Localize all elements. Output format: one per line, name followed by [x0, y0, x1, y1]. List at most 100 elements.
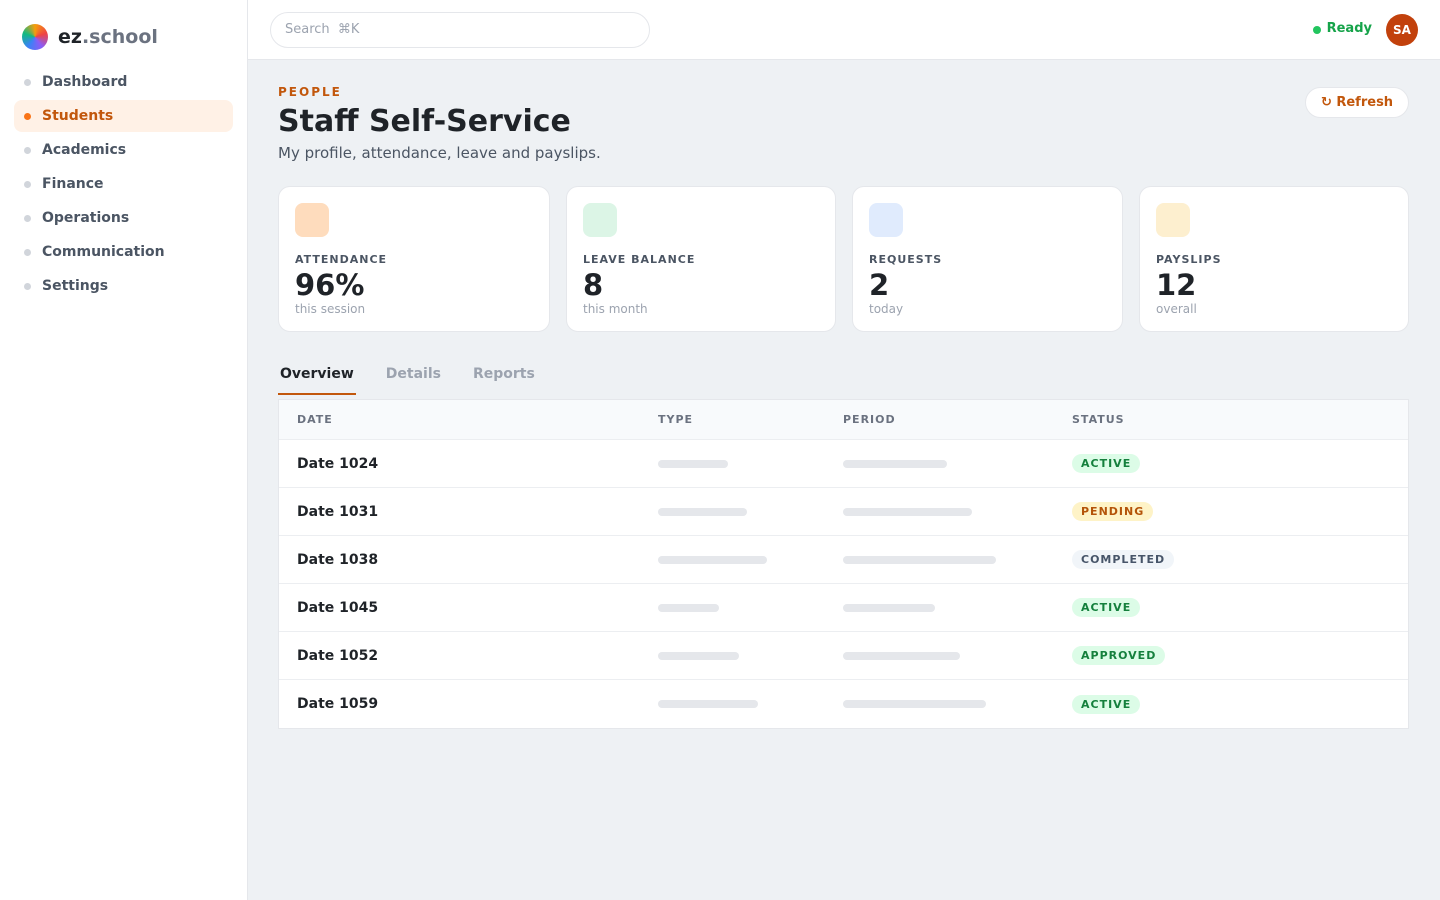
placeholder [843, 700, 986, 708]
stat-icon [869, 203, 903, 237]
page-title: Staff Self-Service [278, 104, 571, 139]
nav-item[interactable]: Finance [14, 168, 233, 200]
status-pill: COMPLETED [1072, 550, 1175, 569]
stat-note: this month [583, 302, 648, 316]
stat-icon [1156, 203, 1190, 237]
type-cell [658, 680, 758, 728]
refresh-button[interactable]: ↻ Refresh [1305, 87, 1409, 118]
column-header: TYPE [658, 413, 694, 426]
table-row[interactable]: Date 1052 APPROVED [279, 632, 1408, 680]
placeholder [843, 507, 972, 516]
stat-note: this session [295, 302, 366, 316]
stat-value: 2 [869, 268, 890, 302]
period-cell [843, 680, 986, 728]
tab[interactable]: Details [385, 366, 441, 382]
placeholder [843, 459, 947, 468]
period-cell [843, 584, 935, 631]
placeholder [658, 555, 767, 564]
status-pill: PENDING [1072, 502, 1154, 521]
brand-name: ez [58, 26, 82, 48]
stat-value: 96% [295, 268, 365, 302]
date: Date 1052 [297, 647, 379, 664]
placeholder [843, 603, 935, 612]
status-pill: APPROVED [1072, 646, 1166, 665]
date: Date 1031 [297, 503, 379, 520]
date: Date 1024 [297, 455, 379, 472]
placeholder [658, 507, 747, 516]
status-cell: APPROVED [1072, 632, 1166, 679]
search[interactable]: Search ⌘K [270, 12, 650, 48]
table-row[interactable]: Date 1031 PENDING [279, 488, 1408, 536]
stat-value: 8 [583, 268, 604, 302]
period-cell [843, 536, 996, 583]
date: Date 1038 [297, 551, 379, 568]
nav-item[interactable]: Academics [14, 134, 233, 166]
tab[interactable]: Reports [472, 366, 535, 382]
stat-card: REQUESTS 2 today [852, 186, 1123, 332]
avatar[interactable]: SA [1386, 14, 1418, 46]
stat-note: today [869, 302, 904, 316]
table-row[interactable]: Date 1059 ACTIVE [279, 680, 1408, 728]
nav-item[interactable]: Settings [14, 270, 233, 302]
eyebrow: PEOPLE [278, 85, 342, 99]
status-cell: PENDING [1072, 488, 1154, 535]
tab[interactable]: Overview [278, 358, 356, 395]
topbar: Search ⌘K Ready SA [248, 0, 1440, 60]
placeholder [658, 651, 739, 660]
status-cell: ACTIVE [1072, 440, 1141, 487]
type-cell [658, 440, 728, 487]
column-header: STATUS [1072, 413, 1125, 426]
table: DATE TYPE PERIOD STATUS Date 1024 ACTIVE Date … [278, 399, 1409, 729]
stat-icon [583, 203, 617, 237]
period-cell [843, 488, 972, 535]
column-header: DATE [297, 413, 333, 426]
stat-label: REQUESTS [869, 253, 943, 266]
placeholder [658, 700, 758, 708]
status-pill: ACTIVE [1072, 694, 1141, 714]
status-cell: COMPLETED [1072, 536, 1175, 583]
stat-card: LEAVE BALANCE 8 this month [566, 186, 836, 332]
status-pill: ACTIVE [1072, 454, 1141, 473]
placeholder [843, 651, 960, 660]
status-pill: ACTIVE [1072, 598, 1141, 617]
nav-item[interactable]: Dashboard [14, 66, 233, 98]
table-row[interactable]: Date 1038 COMPLETED [279, 536, 1408, 584]
table-row[interactable]: Date 1045 ACTIVE [279, 584, 1408, 632]
stat-note: overall [1156, 302, 1197, 316]
stat-label: LEAVE BALANCE [583, 253, 696, 266]
placeholder [843, 555, 996, 564]
stat-card: PAYSLIPS 12 overall [1139, 186, 1409, 332]
type-cell [658, 488, 747, 535]
brand[interactable]: ez.school [22, 24, 158, 50]
stat-label: PAYSLIPS [1156, 253, 1222, 266]
status-cell: ACTIVE [1072, 584, 1141, 631]
period-cell [843, 440, 947, 487]
stat-icon [295, 203, 329, 237]
placeholder [658, 603, 719, 612]
type-cell [658, 536, 767, 583]
type-cell [658, 584, 719, 631]
status: Ready [1312, 21, 1372, 36]
nav-item[interactable]: Students [14, 100, 233, 132]
nav: Dashboard Students Academics Finance Operati… [14, 66, 233, 304]
stat-value: 12 [1156, 268, 1197, 302]
status-cell: ACTIVE [1072, 680, 1141, 728]
brand-suffix: .school [81, 26, 158, 48]
table-row[interactable]: Date 1024 ACTIVE [279, 440, 1408, 488]
stat-label: ATTENDANCE [295, 253, 388, 266]
nav-item[interactable]: Communication [14, 236, 233, 268]
nav-item[interactable]: Operations [14, 202, 233, 234]
subtitle: My profile, attendance, leave and paysli… [278, 144, 601, 162]
logo [22, 24, 48, 50]
table-header: DATE TYPE PERIOD STATUS [279, 400, 1408, 440]
placeholder [658, 459, 728, 468]
sidebar: ez.school Dashboard Students Academics Fina… [0, 0, 248, 900]
stat-card: ATTENDANCE 96% this session [278, 186, 550, 332]
type-cell [658, 632, 739, 679]
tabs: Overview Details Reports [278, 358, 565, 395]
column-header: PERIOD [843, 413, 896, 426]
period-cell [843, 632, 960, 679]
date: Date 1059 [297, 696, 379, 712]
